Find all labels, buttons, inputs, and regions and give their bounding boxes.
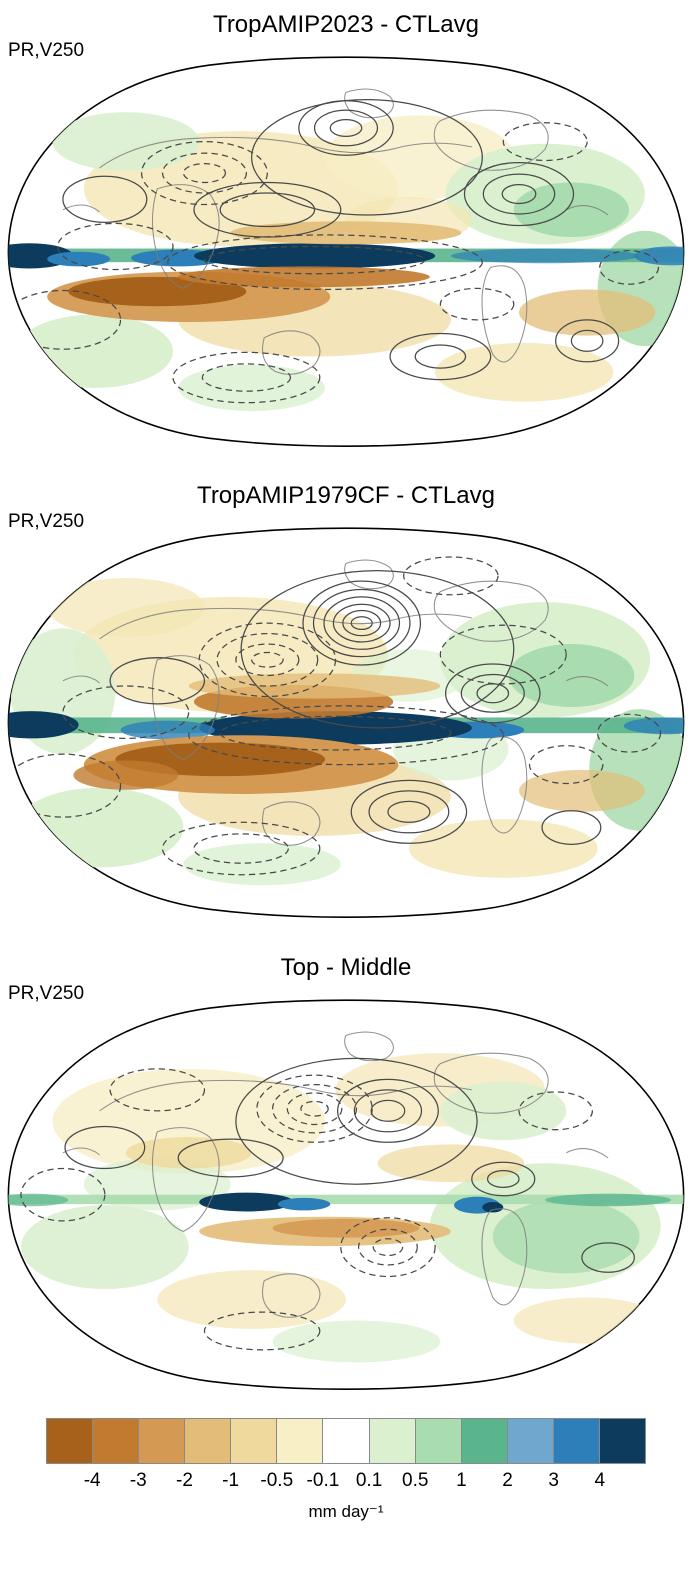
- colorbar-tick-label: 3: [548, 1470, 559, 1492]
- panel-title: TropAMIP1979CF - CTLavg: [197, 482, 495, 510]
- colorbar-tick-label: 4: [594, 1470, 606, 1492]
- colorbar-segment: [507, 1419, 554, 1464]
- colorbar-boxes: [46, 1418, 646, 1465]
- colorbar-tick-label: -0.5: [260, 1470, 294, 1492]
- colorbar-segment: [47, 1419, 94, 1464]
- contours-dashed: [8, 122, 660, 404]
- colorbar-segment: [93, 1419, 140, 1464]
- colorbar-tick-label: -2: [176, 1470, 193, 1492]
- field-label: PR,V250: [8, 982, 85, 1004]
- colorbar-segment: [599, 1419, 646, 1464]
- contours-solid: [64, 1057, 635, 1273]
- colorbar-unit-label: mm day⁻¹: [308, 1502, 384, 1522]
- contours-dashed: [20, 1068, 594, 1351]
- colorbar-tick-label: -3: [129, 1470, 147, 1492]
- colorbar-segment: [231, 1419, 278, 1464]
- colorbar-segment: [277, 1419, 324, 1464]
- map-panel-1: [7, 56, 685, 447]
- colorbar-segment: [369, 1419, 416, 1464]
- colorbar-segment: [553, 1419, 600, 1464]
- colorbar-segment: [323, 1419, 370, 1464]
- colorbar-tick-label: 0.5: [402, 1470, 429, 1492]
- colorbar-tick-label: -0.1: [306, 1470, 340, 1492]
- colorbar-ticks: -4 -3 -2 -1 -0.5 -0.1 0.1 0.5 1 2 3 4: [46, 1470, 646, 1496]
- panel-title: TropAMIP2023 - CTLavg: [213, 11, 479, 38]
- panel-top-minus-middle: Top - Middle PR,V250: [0, 947, 692, 1404]
- contours-dashed: [8, 556, 662, 876]
- colorbar-tick-label: 2: [502, 1470, 513, 1492]
- field-label: PR,V250: [8, 511, 85, 533]
- colorbar-segment: [185, 1419, 232, 1464]
- map-panel-3: [7, 999, 685, 1390]
- colorbar-tick-label: -4: [83, 1470, 101, 1492]
- colorbar-tick-label: 1: [456, 1470, 467, 1492]
- panel-tropamip1979cf: TropAMIP1979CF - CTLavg PR,V250: [0, 475, 692, 932]
- colorbar: -4 -3 -2 -1 -0.5 -0.1 0.1 0.5 1 2 3 4 mm day⁻¹: [0, 1418, 692, 1530]
- panel-title: Top - Middle: [280, 953, 412, 981]
- map-panel-2: [7, 527, 685, 919]
- coastlines: [62, 1031, 609, 1318]
- coastlines: [62, 559, 609, 847]
- colorbar-segment: [461, 1419, 508, 1464]
- contours-solid: [109, 570, 602, 846]
- colorbar-tick-label: -1: [222, 1470, 240, 1492]
- field-label: PR,V250: [8, 40, 85, 61]
- colorbar-segment: [139, 1419, 186, 1464]
- colorbar-tick-label: 0.1: [355, 1470, 383, 1492]
- panel-tropamip2023: TropAMIP2023 - CTLavg PR,V250: [0, 4, 692, 461]
- coastlines: [62, 88, 609, 375]
- colorbar-segment: [415, 1419, 462, 1464]
